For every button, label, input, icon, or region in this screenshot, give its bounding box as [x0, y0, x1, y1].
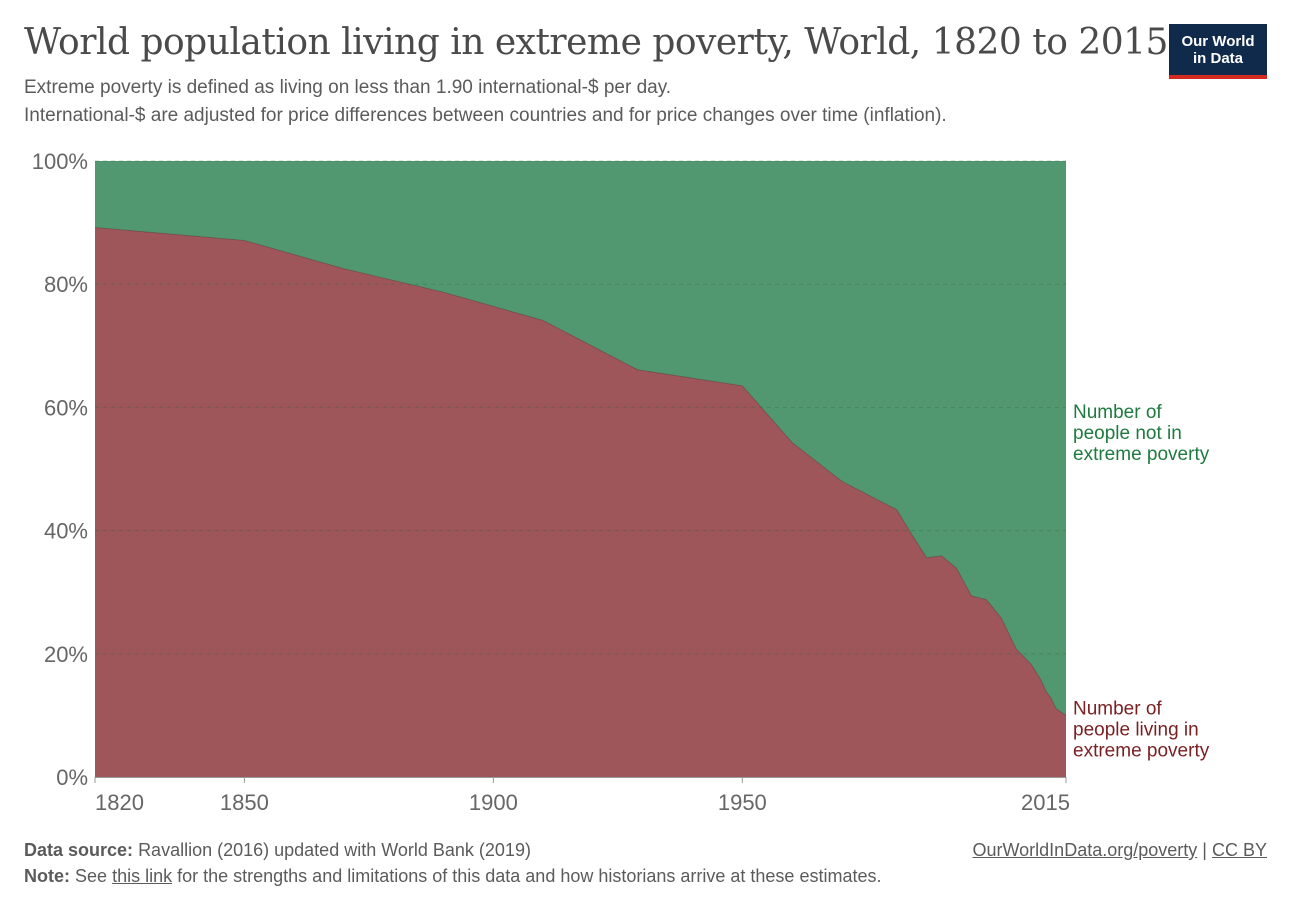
note-prefix: See [75, 866, 108, 886]
series-label-extreme-poverty: Number of people living in extreme poverty [1073, 698, 1210, 761]
x-tick-label-1820: 1820 [95, 790, 144, 815]
series-label-extreme-poverty-line-3: extreme poverty [1073, 740, 1210, 761]
y-tick-label-20: 20% [44, 642, 88, 667]
series-label-not-in-extreme-poverty-line-1: Number of [1073, 402, 1162, 423]
series-label-extreme-poverty-line-2: people living in [1073, 719, 1199, 740]
y-tick-label-80: 80% [44, 272, 88, 297]
stacked-area-chart: 0% 20% 40% 60% 80% 100% 1820 1850 1900 1950 2015 N… [32, 149, 1210, 815]
chart-subtitle-line-2: International-$ are adjusted for price d… [24, 105, 947, 126]
area-extreme-poverty [95, 227, 1066, 777]
poverty-boundary-line [94, 227, 1067, 716]
cc-by-license-link[interactable]: CC BY [1211, 840, 1267, 860]
y-tick-label-40: 40% [44, 519, 88, 544]
area-layer [94, 161, 1067, 777]
note-suffix: for the strengths and limitations of thi… [177, 866, 882, 886]
y-tick-label-60: 60% [44, 395, 88, 420]
axes-layer: 0% 20% 40% 60% 80% 100% 1820 1850 1900 1950 2015 [32, 149, 1070, 815]
credit-separator: | [1202, 840, 1207, 860]
area-not-in-extreme-poverty [95, 161, 1066, 716]
chart-title: World population living in extreme pover… [24, 22, 1168, 63]
owid-poverty-link[interactable]: OurWorldInData.org/poverty [972, 840, 1198, 860]
owid-logo[interactable]: Our World in Data [1169, 24, 1267, 79]
x-tick-label-1850: 1850 [220, 790, 269, 815]
grid-layer [95, 160, 1066, 655]
x-tick-label-1900: 1900 [469, 790, 518, 815]
credit-line: OurWorldInData.org/poverty | CC BY [973, 840, 1268, 861]
note-line: Note: See this link for the strengths an… [24, 866, 881, 887]
series-label-not-in-extreme-poverty-line-2: people not in [1073, 423, 1182, 444]
chart-subtitle-line-1: Extreme poverty is defined as living on … [24, 77, 672, 98]
x-tick-label-2015: 2015 [1021, 790, 1070, 815]
series-label-not-in-extreme-poverty-line-3: extreme poverty [1073, 444, 1210, 465]
series-label-extreme-poverty-line-1: Number of [1073, 698, 1162, 719]
data-source-line: Data source: Ravallion (2016) updated wi… [24, 840, 531, 861]
data-source-text: Ravallion (2016) updated with World Bank… [138, 840, 531, 860]
data-source-label: Data source: [24, 840, 134, 860]
note-link[interactable]: this link [112, 866, 173, 886]
series-label-not-in-extreme-poverty: Number of people not in extreme poverty [1073, 402, 1210, 465]
note-label: Note: [24, 866, 70, 886]
logo-text-line-2: in Data [1192, 50, 1243, 67]
logo-text-line-1: Our World [1181, 33, 1255, 50]
series-labels-layer: Number of people not in extreme povertyNum… [1073, 402, 1210, 761]
x-tick-label-1950: 1950 [718, 790, 767, 815]
y-tick-label-0: 0% [56, 765, 88, 790]
y-tick-label-100: 100% [32, 149, 88, 174]
